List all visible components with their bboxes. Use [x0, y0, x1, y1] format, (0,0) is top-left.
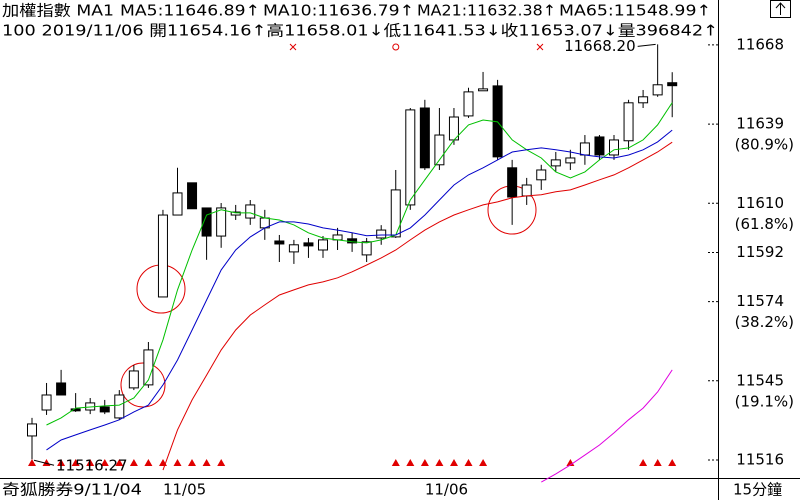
candle-body [434, 134, 445, 166]
legend-entry: MA10:11636.79↑ [263, 2, 414, 20]
candle-body [201, 207, 212, 237]
candle-body [303, 242, 314, 247]
candle-body [521, 184, 532, 197]
candle-body [594, 136, 605, 156]
scroll-arrow-icon [775, 2, 786, 15]
ma-line [46, 129, 673, 451]
candle-body [230, 211, 241, 216]
candle-body [114, 394, 125, 419]
candle-body [27, 423, 37, 437]
ma-line [541, 369, 673, 483]
candle-body [157, 214, 168, 298]
timeframe-label[interactable]: 15分鐘 [733, 481, 782, 499]
ma-line [46, 102, 673, 426]
candle-body [478, 88, 489, 92]
signal-triangles [28, 459, 677, 466]
ma-line [162, 141, 673, 471]
candle-body [361, 241, 372, 256]
legend-entry: MA21:11632.38↑ [417, 2, 556, 20]
candle-body [216, 207, 227, 237]
candle-body [638, 96, 649, 104]
legend-entry: MA65:11548.99↑ [559, 2, 711, 20]
level-label: (80.9%) [735, 136, 794, 154]
y-tick-label: 11668 [736, 35, 784, 53]
candle-body [128, 370, 139, 389]
candle-body [376, 229, 387, 239]
candle-body [56, 382, 67, 396]
annotation: 11516.27 [56, 457, 128, 475]
x-tick-label: 11/06 [425, 481, 468, 499]
candle-body [419, 107, 430, 169]
annotation: 11668.20 [564, 37, 636, 55]
candle-body [405, 109, 416, 206]
y-tick-label: 11610 [736, 194, 784, 212]
y-tick-label: 11574 [736, 292, 784, 310]
y-tick-label: 11516 [736, 450, 784, 468]
signal-dot [392, 43, 400, 51]
y-tick-label: 11592 [736, 243, 784, 261]
x-tick-label: 11/05 [163, 481, 206, 499]
candle-body [609, 139, 619, 156]
candle-body [550, 159, 561, 167]
level-label: (61.8%) [735, 215, 794, 233]
candle-body [274, 240, 285, 245]
candle-body [245, 204, 256, 219]
candle-body [41, 394, 52, 411]
level-label: (19.1%) [735, 392, 794, 410]
y-tick-label: 11639 [736, 115, 784, 133]
annotation-arrow [637, 43, 656, 47]
footer-left: 奇狐勝券9/11/04 [2, 481, 142, 499]
candle-body [172, 192, 183, 216]
y-tick-label: 11545 [736, 371, 784, 389]
candle-body [187, 182, 198, 210]
candle-body [463, 91, 474, 117]
signal-cross [289, 43, 544, 51]
level-label: (38.2%) [735, 313, 794, 331]
candle-body [318, 239, 328, 251]
chart-title: 加權指數 MA1 [2, 2, 114, 20]
candle-body [390, 189, 401, 238]
annotation-arrow [33, 459, 55, 466]
candle-body [579, 142, 590, 156]
candle-body [99, 406, 110, 413]
candle-body [507, 167, 518, 198]
candle-body [623, 102, 634, 142]
candle-body [652, 84, 663, 96]
candle-body [565, 157, 576, 164]
candle-body [536, 169, 547, 181]
quote-line: 100 2019/11/06 開11654.16↑高11658.01↓低1164… [2, 22, 718, 40]
legend-entry: MA5:11646.89↑ [120, 2, 260, 20]
candle-body [288, 244, 299, 253]
candle-body [667, 82, 678, 87]
candle-body [70, 408, 81, 412]
highlight-circle [120, 362, 166, 408]
